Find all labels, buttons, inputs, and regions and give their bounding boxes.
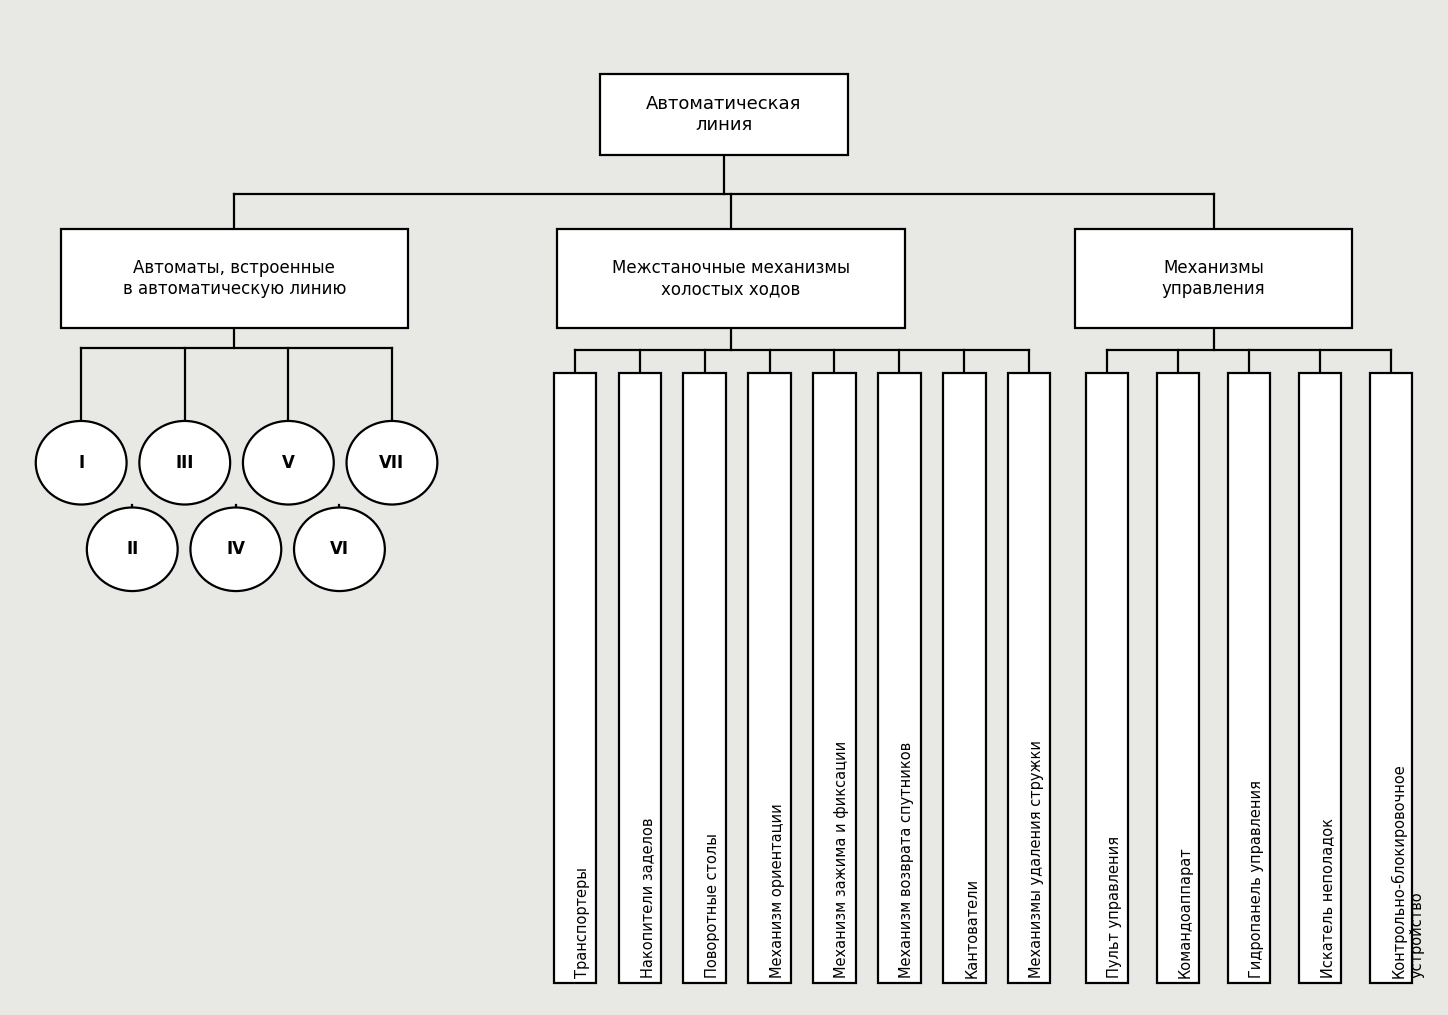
- Ellipse shape: [191, 508, 281, 591]
- Text: Искатель неполадок: Искатель неполадок: [1321, 818, 1335, 978]
- Text: Поворотные столы: Поворотные столы: [705, 833, 720, 978]
- Text: VI: VI: [330, 540, 349, 558]
- FancyBboxPatch shape: [943, 374, 986, 983]
- Text: Транспортеры: Транспортеры: [575, 867, 589, 978]
- Text: Пульт управления: Пульт управления: [1108, 836, 1122, 978]
- Text: Автоматическая
линия: Автоматическая линия: [646, 95, 802, 134]
- FancyBboxPatch shape: [1228, 374, 1270, 983]
- Text: Механизм возврата спутников: Механизм возврата спутников: [899, 742, 914, 978]
- Text: Межстаночные механизмы
холостых ходов: Межстаночные механизмы холостых ходов: [613, 259, 850, 298]
- Text: Механизмы
управления: Механизмы управления: [1161, 259, 1266, 298]
- FancyBboxPatch shape: [814, 374, 856, 983]
- Text: I: I: [78, 454, 84, 472]
- Text: VII: VII: [379, 454, 404, 472]
- Ellipse shape: [139, 421, 230, 504]
- Text: IV: IV: [226, 540, 245, 558]
- Ellipse shape: [36, 421, 126, 504]
- FancyBboxPatch shape: [61, 229, 408, 329]
- FancyBboxPatch shape: [877, 374, 921, 983]
- Ellipse shape: [243, 421, 334, 504]
- Text: Накопители заделов: Накопители заделов: [640, 817, 654, 978]
- FancyBboxPatch shape: [618, 374, 662, 983]
- FancyBboxPatch shape: [683, 374, 725, 983]
- Text: Механизм зажима и фиксации: Механизм зажима и фиксации: [834, 741, 850, 978]
- FancyBboxPatch shape: [553, 374, 597, 983]
- Text: Механизм ориентации: Механизм ориентации: [770, 803, 785, 978]
- Text: Контрольно-блокировочное
устройство: Контрольно-блокировочное устройство: [1392, 763, 1425, 978]
- FancyBboxPatch shape: [557, 229, 905, 329]
- FancyBboxPatch shape: [1008, 374, 1050, 983]
- Text: Гидропанель управления: Гидропанель управления: [1250, 780, 1264, 978]
- Ellipse shape: [346, 421, 437, 504]
- FancyBboxPatch shape: [1299, 374, 1341, 983]
- FancyBboxPatch shape: [1076, 229, 1352, 329]
- Ellipse shape: [87, 508, 178, 591]
- Text: Командоаппарат: Командоаппарат: [1179, 847, 1193, 978]
- FancyBboxPatch shape: [1370, 374, 1412, 983]
- Text: Автоматы, встроенные
в автоматическую линию: Автоматы, встроенные в автоматическую ли…: [123, 259, 346, 298]
- Text: II: II: [126, 540, 139, 558]
- Ellipse shape: [294, 508, 385, 591]
- FancyBboxPatch shape: [749, 374, 791, 983]
- Text: V: V: [282, 454, 295, 472]
- Text: Механизмы удаления стружки: Механизмы удаления стружки: [1030, 740, 1044, 978]
- FancyBboxPatch shape: [1157, 374, 1199, 983]
- Text: Кантователи: Кантователи: [964, 878, 979, 978]
- FancyBboxPatch shape: [599, 74, 849, 155]
- Text: III: III: [175, 454, 194, 472]
- FancyBboxPatch shape: [1086, 374, 1128, 983]
